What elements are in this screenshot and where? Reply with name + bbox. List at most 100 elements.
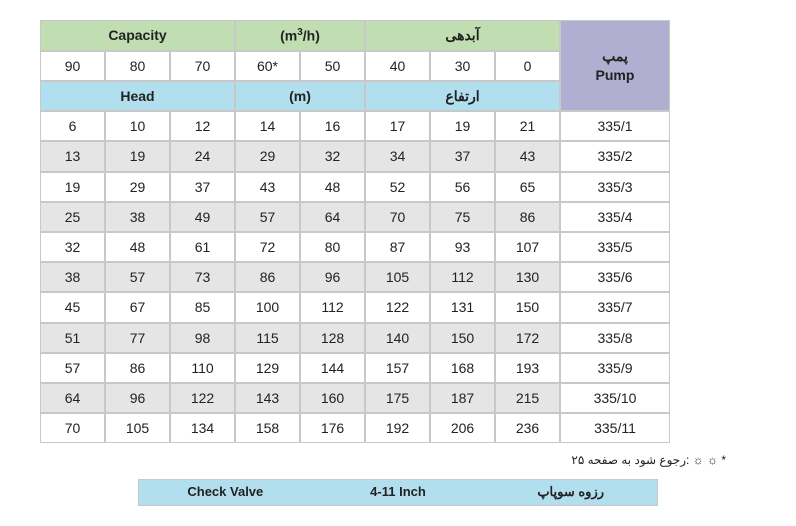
capacity-col: 30 — [430, 51, 495, 81]
data-cell: 43 — [495, 141, 560, 171]
data-cell: 112 — [300, 292, 365, 322]
data-cell: 144 — [300, 353, 365, 383]
data-cell: 157 — [365, 353, 430, 383]
data-cell: 85 — [170, 292, 235, 322]
pump-model-cell: 335/4 — [560, 202, 670, 232]
data-cell: 86 — [105, 353, 170, 383]
pump-spec-table: Capacity (m3/h) آبدهی پمپ Pump 90 80 70 … — [40, 20, 756, 443]
data-cell: 12 — [170, 111, 235, 141]
pump-model-cell: 335/3 — [560, 172, 670, 202]
data-cell: 128 — [300, 323, 365, 353]
data-cell: 172 — [495, 323, 560, 353]
data-cell: 193 — [495, 353, 560, 383]
data-cell: 134 — [170, 413, 235, 443]
data-cell: 56 — [430, 172, 495, 202]
pump-model-cell: 335/5 — [560, 232, 670, 262]
data-cell: 168 — [430, 353, 495, 383]
head-header-row: Head (m) ارتفاع — [40, 81, 560, 111]
data-cell: 49 — [170, 202, 235, 232]
data-cell: 72 — [235, 232, 300, 262]
pump-label-en: Pump — [596, 67, 635, 83]
data-cell: 16 — [300, 111, 365, 141]
table-row: 1929374348525665335/3 — [40, 172, 670, 202]
capacity-label-en: Capacity — [40, 20, 235, 51]
capacity-col: 90 — [40, 51, 105, 81]
data-cell: 70 — [365, 202, 430, 232]
pump-label-fa: پمپ — [602, 48, 628, 65]
data-cell: 73 — [170, 262, 235, 292]
table-row: 6496122143160175187215335/10 — [40, 383, 670, 413]
capacity-values-row: 90 80 70 60* 50 40 30 0 — [40, 51, 560, 81]
table-row: 456785100112122131150335/7 — [40, 292, 670, 322]
pump-model-cell: 335/10 — [560, 383, 670, 413]
valve-label-fa: رزوه سوپاپ — [484, 480, 657, 505]
data-cell: 34 — [365, 141, 430, 171]
data-cell: 29 — [235, 141, 300, 171]
data-cell: 21 — [495, 111, 560, 141]
data-cell: 25 — [40, 202, 105, 232]
pump-model-cell: 335/8 — [560, 323, 670, 353]
data-cell: 86 — [235, 262, 300, 292]
data-cell: 6 — [40, 111, 105, 141]
data-cell: 29 — [105, 172, 170, 202]
data-cell: 38 — [40, 262, 105, 292]
data-cell: 187 — [430, 383, 495, 413]
pump-model-cell: 335/11 — [560, 413, 670, 443]
pump-model-cell: 335/6 — [560, 262, 670, 292]
pump-model-cell: 335/1 — [560, 111, 670, 141]
data-cell: 17 — [365, 111, 430, 141]
data-cell: 19 — [430, 111, 495, 141]
head-unit: (m) — [235, 81, 365, 111]
table-row: 1319242932343743335/2 — [40, 141, 670, 171]
data-cell: 48 — [105, 232, 170, 262]
data-cell: 130 — [495, 262, 560, 292]
data-cell: 24 — [170, 141, 235, 171]
data-cell: 98 — [170, 323, 235, 353]
data-cell: 64 — [300, 202, 365, 232]
data-cell: 80 — [300, 232, 365, 262]
table-row: 610121416171921335/1 — [40, 111, 670, 141]
check-valve-label: Check Valve — [139, 480, 312, 505]
data-cell: 10 — [105, 111, 170, 141]
data-cell: 57 — [235, 202, 300, 232]
table-row: 70105134158176192206236335/11 — [40, 413, 670, 443]
data-cell: 150 — [495, 292, 560, 322]
valve-size: 4-11 Inch — [312, 480, 485, 505]
capacity-col: 80 — [105, 51, 170, 81]
data-cell: 215 — [495, 383, 560, 413]
head-label-en: Head — [40, 81, 235, 111]
data-cell: 77 — [105, 323, 170, 353]
data-cell: 61 — [170, 232, 235, 262]
data-cell: 105 — [105, 413, 170, 443]
data-cell: 100 — [235, 292, 300, 322]
data-cell: 93 — [430, 232, 495, 262]
capacity-label-fa: آبدهی — [365, 20, 560, 51]
data-cell: 87 — [365, 232, 430, 262]
capacity-col: 40 — [365, 51, 430, 81]
data-cell: 38 — [105, 202, 170, 232]
capacity-col: 60* — [235, 51, 300, 81]
pump-model-cell: 335/7 — [560, 292, 670, 322]
data-cell: 131 — [430, 292, 495, 322]
data-cell: 96 — [300, 262, 365, 292]
data-cell: 236 — [495, 413, 560, 443]
data-cell: 140 — [365, 323, 430, 353]
data-cell: 52 — [365, 172, 430, 202]
data-cell: 64 — [40, 383, 105, 413]
data-cell: 112 — [430, 262, 495, 292]
pump-model-cell: 335/2 — [560, 141, 670, 171]
data-cell: 96 — [105, 383, 170, 413]
data-cell: 37 — [170, 172, 235, 202]
data-cell: 19 — [105, 141, 170, 171]
capacity-header-row: Capacity (m3/h) آبدهی — [40, 20, 560, 51]
footnote: * ☼ ☼ :رجوع شود به صفحه ۲۵ — [40, 453, 756, 467]
capacity-col: 0 — [495, 51, 560, 81]
data-cell: 192 — [365, 413, 430, 443]
data-cell: 176 — [300, 413, 365, 443]
data-cell: 32 — [300, 141, 365, 171]
table-row: 32486172808793107335/5 — [40, 232, 670, 262]
data-cell: 65 — [495, 172, 560, 202]
data-cell: 129 — [235, 353, 300, 383]
data-cell: 67 — [105, 292, 170, 322]
data-cell: 19 — [40, 172, 105, 202]
